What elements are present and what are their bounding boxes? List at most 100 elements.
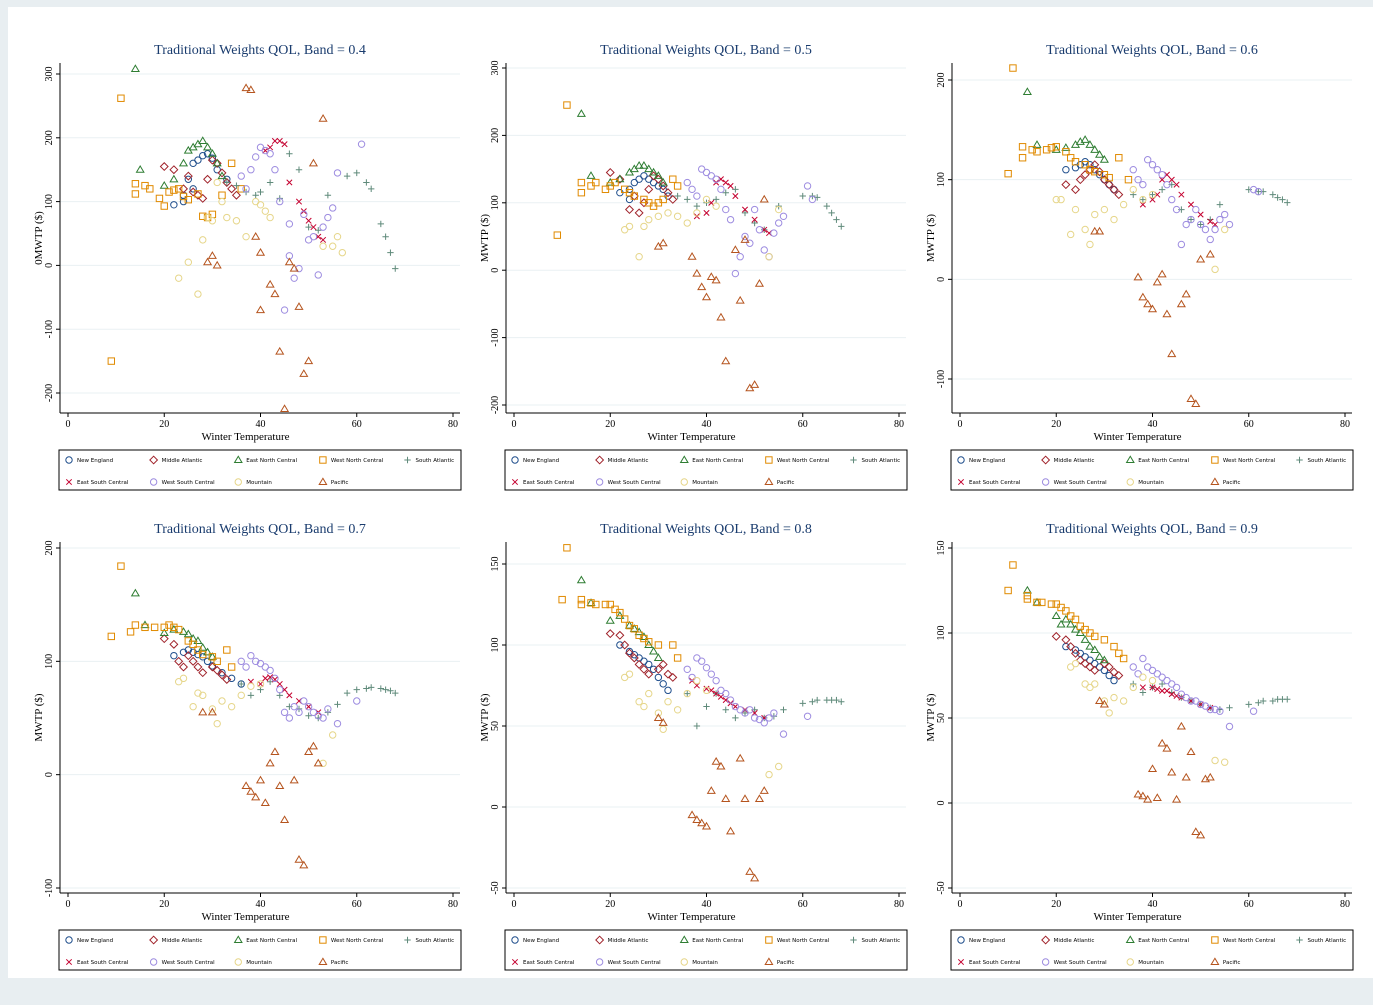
- data-point: [1196, 700, 1205, 709]
- data-point: [1158, 186, 1166, 193]
- data-point: [1187, 216, 1195, 223]
- chart-3: Traditional Weights QOL, Band = 0.6 0 20 40…: [925, 43, 1354, 491]
- data-point: [823, 202, 831, 210]
- data-point: [741, 232, 749, 241]
- data-point: [774, 219, 783, 227]
- chart-5: Traditional Weights QOL, Band = 0.8 0 20 40…: [479, 522, 908, 971]
- data-point: [212, 158, 222, 167]
- y-axis-label: MWTP ($): [33, 693, 45, 742]
- data-point: [587, 599, 595, 607]
- legend: New England Middle Atlantic East North Cen…: [504, 449, 908, 491]
- legend-marker-south-atlantic: [1296, 456, 1303, 464]
- data-point: [659, 185, 667, 194]
- data-point: [262, 675, 269, 682]
- data-point: [1171, 794, 1182, 803]
- series-west-north-central: [107, 562, 236, 671]
- data-point: [586, 171, 596, 179]
- series-west-south-central: [237, 651, 361, 728]
- data-point: [592, 600, 600, 609]
- data-point: [1139, 689, 1147, 696]
- legend-marker-new-england: [957, 936, 965, 944]
- data-point: [319, 242, 327, 250]
- data-point: [693, 722, 701, 730]
- data-point: [1091, 167, 1099, 176]
- data-point: [1162, 309, 1172, 318]
- legend-marker-east-north-central: [233, 935, 243, 944]
- data-point: [1187, 697, 1195, 705]
- data-point: [256, 201, 265, 209]
- data-point: [280, 306, 289, 314]
- data-point: [174, 656, 184, 666]
- data-point: [1216, 201, 1224, 208]
- data-point: [276, 197, 284, 206]
- data-point: [697, 165, 706, 173]
- chart-title: Traditional Weights QOL, Band = 0.7: [154, 522, 366, 537]
- data-point: [207, 251, 217, 259]
- data-point: [174, 625, 183, 634]
- data-point: [1149, 191, 1156, 198]
- data-point: [1284, 199, 1291, 206]
- data-point: [625, 222, 634, 231]
- data-point: [701, 292, 712, 301]
- data-point: [318, 113, 328, 122]
- series-middle-atlantic: [159, 634, 232, 684]
- data-point: [620, 615, 629, 623]
- data-point: [731, 269, 740, 278]
- data-point: [213, 657, 221, 666]
- data-point: [1080, 135, 1090, 143]
- data-point: [703, 685, 710, 692]
- data-point: [659, 680, 667, 688]
- legend-label-mountain: Mountain: [1138, 960, 1164, 966]
- data-point: [251, 657, 260, 666]
- data-point: [1047, 600, 1056, 608]
- data-point: [1105, 173, 1113, 182]
- legend-label-new-england: New England: [77, 458, 113, 464]
- data-point: [1259, 188, 1267, 195]
- legend-label-middle-atlantic: Middle Atlantic: [608, 458, 649, 464]
- data-point: [174, 185, 183, 193]
- data-point: [126, 628, 135, 636]
- data-point: [1099, 155, 1109, 163]
- data-point: [765, 714, 773, 722]
- data-point: [170, 651, 178, 660]
- data-point: [601, 600, 610, 609]
- series-pacific: [198, 707, 323, 869]
- data-point: [251, 792, 261, 801]
- legend: New England Middle Atlantic East North Cen…: [950, 929, 1354, 971]
- data-point: [266, 666, 274, 675]
- data-point: [289, 775, 299, 784]
- data-point: [251, 153, 260, 161]
- data-point: [305, 223, 312, 231]
- data-point: [1028, 146, 1036, 154]
- data-point: [1129, 683, 1137, 692]
- y-tick-label: 50: [490, 721, 501, 731]
- legend-label-middle-atlantic: Middle Atlantic: [1054, 458, 1095, 464]
- legend-marker-south-atlantic: [850, 936, 857, 944]
- data-point: [1196, 830, 1206, 839]
- data-point: [620, 640, 630, 650]
- x-tick-label: 60: [352, 899, 362, 910]
- data-point: [1255, 699, 1262, 706]
- data-point: [1062, 607, 1070, 615]
- legend-marker-mountain: [680, 958, 688, 966]
- data-point: [217, 168, 227, 178]
- data-point: [577, 178, 586, 187]
- data-point: [203, 657, 212, 666]
- data-point: [1153, 166, 1162, 174]
- legend-label-mountain: Mountain: [1138, 480, 1164, 486]
- data-point: [324, 192, 332, 199]
- data-point: [159, 180, 169, 189]
- data-point: [1075, 175, 1085, 185]
- data-point: [131, 190, 140, 198]
- data-point: [294, 302, 304, 310]
- data-point: [150, 623, 159, 632]
- data-point: [257, 188, 264, 196]
- y-tick-label: 100: [936, 172, 947, 187]
- data-point: [654, 641, 663, 649]
- legend-box: [950, 449, 1354, 491]
- data-point: [233, 182, 240, 189]
- data-point: [1004, 586, 1012, 595]
- data-point: [257, 680, 264, 688]
- data-point: [1139, 654, 1147, 663]
- legend-label-middle-atlantic: Middle Atlantic: [162, 938, 203, 944]
